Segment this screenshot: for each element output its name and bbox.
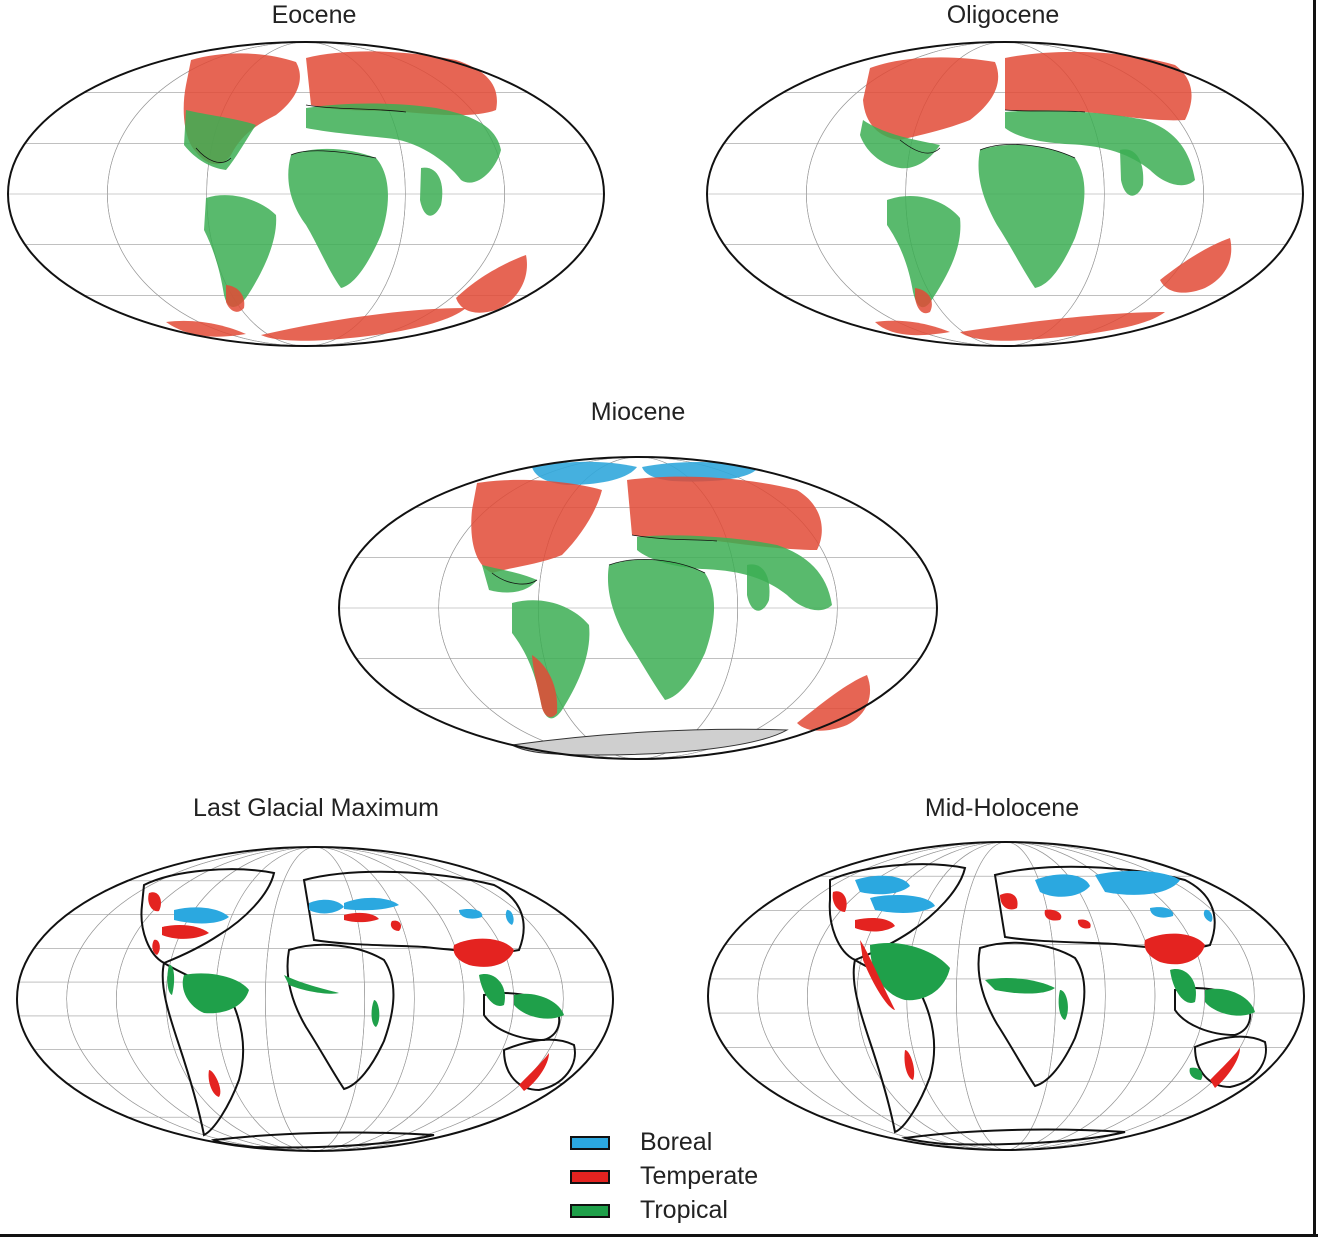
lgm-biomes [148,892,564,1097]
miocene-map [338,456,938,760]
eocene-map [7,41,605,347]
lgm-map-outline [16,846,614,1152]
legend-label-temperate: Temperate [640,1162,759,1190]
oligocene-coastlines [899,109,1086,159]
legend-label-tropical: Tropical [640,1196,728,1224]
title-eocene: Eocene [271,1,357,29]
miocene-map-outline [338,456,938,760]
legend-label-boreal: Boreal [640,1128,713,1156]
title-miocene: Miocene [590,398,686,426]
frame-bottom-border [0,1234,1318,1237]
frame-right-border [1313,0,1316,1237]
legend-swatch-boreal [570,1136,610,1150]
title-last-glacial-maximum: Last Glacial Maximum [193,794,439,822]
oligocene-map-outline [706,41,1304,347]
eocene-map-outline [7,41,605,347]
legend-swatch-temperate [570,1170,610,1184]
miocene-land [471,461,871,756]
legend-item-boreal: Boreal [570,1128,830,1162]
title-oligocene: Oligocene [946,1,1060,29]
oligocene-map [706,41,1304,347]
oligocene-land [860,51,1232,341]
legend-swatch-tropical [570,1204,610,1218]
holocene-continent-outlines [828,863,1267,1146]
holocene-map-outline [707,841,1305,1151]
eocene-land [166,51,527,341]
legend-item-tropical: Tropical [570,1196,830,1230]
title-mid-holocene: Mid-Holocene [924,794,1080,822]
eocene-coastlines [195,104,407,163]
mid-holocene-map [707,841,1305,1151]
legend-item-temperate: Temperate [570,1162,830,1196]
last-glacial-maximum-map [16,846,614,1152]
holocene-biomes [832,870,1255,1088]
miocene-coastlines [491,534,718,585]
